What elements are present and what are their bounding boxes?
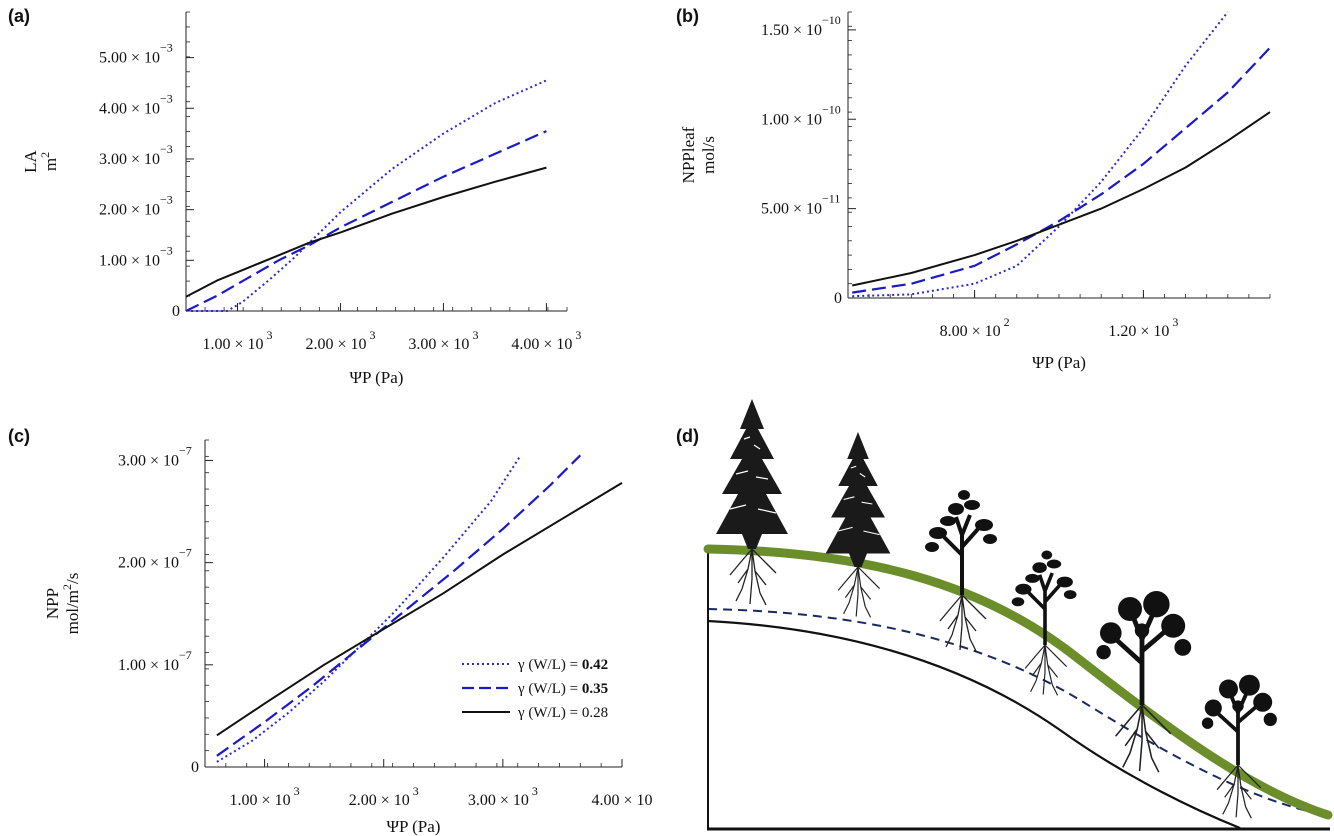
y-axis-label: NPP xyxy=(43,588,62,619)
series-line-solid xyxy=(851,111,1271,287)
y-tick-exponent: −3 xyxy=(160,243,173,257)
round-tree-2-icon xyxy=(1200,672,1279,819)
x-axis-label: ΨP (Pa) xyxy=(350,368,404,387)
x-tick-label: 3.00 × 10 3 xyxy=(408,328,478,353)
legend: γ (W/L) = 0.42 γ (W/L) = 0.35 γ (W/L) = … xyxy=(462,657,608,721)
y-tick-label: 5.00 × 10 xyxy=(761,201,822,218)
y-axis-label: NPPleaf xyxy=(679,126,698,183)
x-tick-label: 4.00 × 10 3 xyxy=(511,328,581,353)
y-tick-exponent: −10 xyxy=(822,13,841,27)
y-tick-label: 3.00 × 10 xyxy=(118,452,179,469)
x-tick-label: 4.00 × 10 xyxy=(591,792,652,809)
panel-label: (b) xyxy=(676,6,699,26)
x-axis-label: ΨP (Pa) xyxy=(1032,353,1086,372)
series-line-dotted xyxy=(191,79,547,312)
series-line-dashed xyxy=(852,46,1271,294)
legend-solid-label: γ (W/L) = 0.28 xyxy=(517,705,608,721)
series-line-dashed xyxy=(185,130,547,312)
panel-label: (a) xyxy=(8,6,30,26)
series-line-dashed xyxy=(216,454,582,757)
legend-dashed-label: γ (W/L) = 0.35 xyxy=(517,681,608,697)
panel-label: (c) xyxy=(8,426,30,446)
y-axis-unit: m2 xyxy=(38,152,60,171)
y-tick-exponent: −7 xyxy=(179,648,192,662)
water-table-dashed-line xyxy=(707,608,1326,816)
chart-panel-c: (c) 1.00 × 10 3 2.00 × 10 3 3.00 × 10 3 4.00… xyxy=(8,426,653,836)
y-tick-label: 0 xyxy=(191,759,199,776)
y-tick-label: 2.00 × 10 xyxy=(99,202,160,219)
series-line-solid xyxy=(185,166,547,298)
ground-surface-line xyxy=(703,544,1333,820)
series-line-solid xyxy=(216,482,623,737)
y-tick-label: 0 xyxy=(834,290,842,307)
x-tick-label: 1.00 × 10 3 xyxy=(230,784,300,809)
x-tick-label: 2.00 × 10 3 xyxy=(349,784,419,809)
panel-d-label: (d) xyxy=(676,426,699,446)
y-tick-exponent: −3 xyxy=(160,193,173,207)
y-tick-exponent: −3 xyxy=(160,91,173,105)
x-tick-label: 3.00 × 10 3 xyxy=(468,784,538,809)
series-line-dotted xyxy=(852,11,1229,298)
conifer-tree-1-icon xyxy=(715,398,789,606)
y-tick-exponent: −10 xyxy=(822,102,841,116)
y-tick-exponent: −7 xyxy=(179,443,192,457)
y-axis-unit: mol/s xyxy=(699,136,718,174)
x-tick-label: 1.00 × 10 3 xyxy=(202,328,272,353)
chart-panel-a: (a) 1.00 × 10 3 2.00 × 10 3 3.00 × 10 3 4.00… xyxy=(8,6,581,387)
series-line-dotted xyxy=(216,454,522,763)
y-tick-label: 2.00 × 10 xyxy=(118,555,179,572)
y-tick-label: 4.00 × 10 xyxy=(99,100,160,117)
x-tick-label: 8.00 × 10 2 xyxy=(940,315,1010,340)
bedrock-line xyxy=(707,619,1241,830)
y-axis-label: LA xyxy=(21,149,40,172)
chart-panel-b: (b) 8.00 × 10 2 1.20 × 10 3 0 5.00 × 10−11 1.… xyxy=(676,6,1271,372)
x-tick-label: 2.00 × 10 3 xyxy=(305,328,375,353)
y-tick-label: 1.00 × 10 xyxy=(118,657,179,674)
y-tick-label: 0 xyxy=(172,303,180,320)
y-tick-exponent: −3 xyxy=(160,142,173,156)
panel-d-illustration: (d) xyxy=(676,398,1333,831)
broadleaf-tree-1-icon xyxy=(923,488,999,652)
y-tick-exponent: −3 xyxy=(160,41,173,55)
legend-dotted-label: γ (W/L) = 0.42 xyxy=(517,657,608,673)
x-tick-label: 1.20 × 10 3 xyxy=(1108,315,1178,340)
y-axis-unit: mol/m2/s xyxy=(60,573,82,635)
y-tick-label: 3.00 × 10 xyxy=(99,151,160,168)
conifer-tree-2-icon xyxy=(825,431,891,618)
y-tick-label: 1.00 × 10 xyxy=(99,252,160,269)
y-tick-label: 5.00 × 10 xyxy=(99,50,160,67)
y-tick-label: 1.00 × 10 xyxy=(761,111,822,128)
y-tick-exponent: −7 xyxy=(179,546,192,560)
y-tick-exponent: −11 xyxy=(822,192,840,206)
x-axis-label: ΨP (Pa) xyxy=(387,817,441,836)
y-tick-label: 1.50 × 10 xyxy=(761,22,822,39)
